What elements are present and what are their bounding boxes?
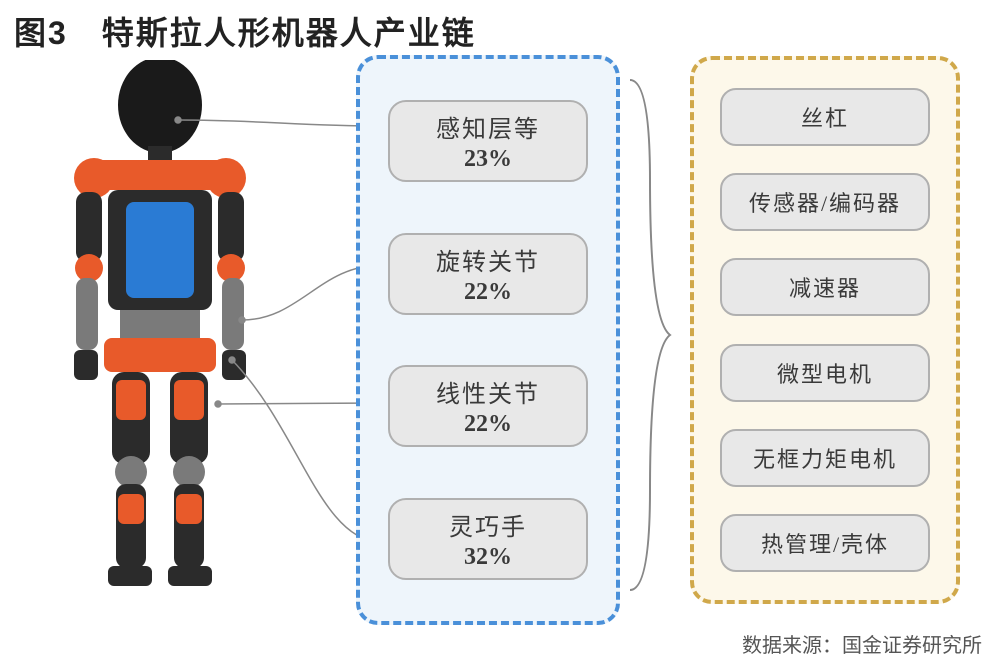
category-percent: 22% (464, 279, 512, 306)
brace-icon (620, 60, 690, 610)
category-percent: 32% (464, 544, 512, 571)
data-source: 数据来源：国金证券研究所 (742, 629, 982, 658)
category-item: 灵巧手 32% (388, 498, 588, 580)
component-item: 热管理/壳体 (720, 514, 930, 572)
category-item: 旋转关节 22% (388, 233, 588, 315)
category-percent: 23% (464, 146, 512, 173)
component-item: 丝杠 (720, 88, 930, 146)
category-box: 感知层等 23% 旋转关节 22% 线性关节 22% 灵巧手 32% (356, 55, 620, 625)
connector-lines (0, 0, 400, 640)
component-item: 无框力矩电机 (720, 429, 930, 487)
category-label: 旋转关节 (436, 242, 540, 277)
component-item: 微型电机 (720, 344, 930, 402)
component-item: 传感器/编码器 (720, 173, 930, 231)
category-item: 线性关节 22% (388, 365, 588, 447)
category-label: 灵巧手 (449, 507, 527, 542)
component-item: 减速器 (720, 258, 930, 316)
category-label: 线性关节 (436, 374, 540, 409)
component-box: 丝杠 传感器/编码器 减速器 微型电机 无框力矩电机 热管理/壳体 (690, 56, 960, 604)
category-percent: 22% (464, 411, 512, 438)
category-label: 感知层等 (436, 109, 540, 144)
category-item: 感知层等 23% (388, 100, 588, 182)
